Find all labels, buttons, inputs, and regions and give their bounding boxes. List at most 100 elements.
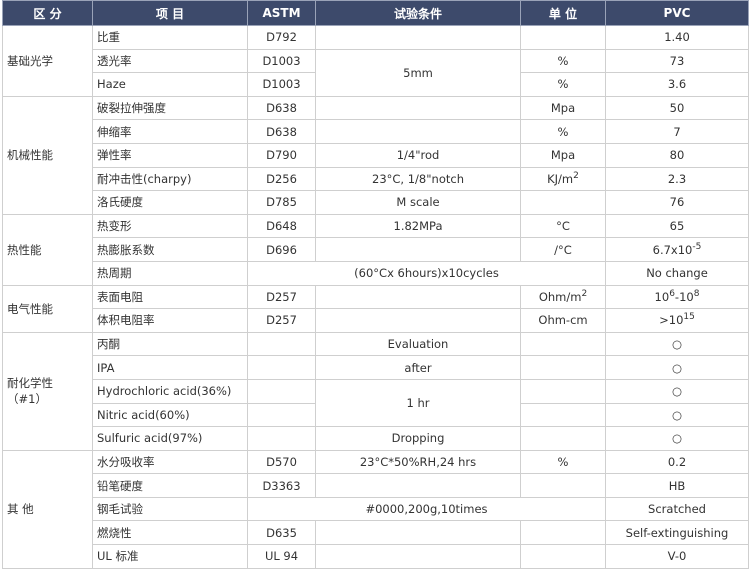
astm-cell: UL 94	[247, 544, 316, 569]
value-cell: 7	[605, 119, 749, 144]
table-row: 耐冲击性(charpy) D256 23°C, 1/8"notch KJ/m2 2.3	[3, 166, 749, 192]
astm-cell: D257	[247, 284, 316, 310]
condition-cell	[315, 544, 521, 569]
superscript: 2	[573, 171, 579, 182]
table-row: 基础光学 比重 D792 1.40	[2, 25, 749, 97]
item-cell: 伸缩率	[92, 119, 248, 144]
value-cell: 2.3	[605, 166, 749, 192]
item-cell: IPA	[92, 355, 248, 380]
unit-cell: °C	[520, 213, 606, 239]
table-row: IPA after ○	[3, 355, 749, 380]
value-cell: Self-extinguishing	[605, 520, 749, 546]
superscript: -5	[692, 241, 702, 252]
header-cell: 区 分	[2, 0, 93, 26]
value-cell: ○	[605, 402, 749, 428]
group-label: 热性能	[7, 242, 42, 257]
condition-cell: 23°C*50%RH,24 hrs	[315, 449, 521, 475]
unit-cell	[520, 190, 606, 215]
group-cell: 热性能	[2, 213, 93, 286]
unit-cell	[520, 355, 606, 380]
header-cell: ASTM	[247, 0, 316, 26]
table-row: Haze D1003% 3.6	[3, 72, 749, 97]
astm-cell: D785	[247, 190, 316, 215]
unit-cell	[520, 520, 606, 546]
astm-cell	[247, 378, 316, 404]
condition-cell	[315, 25, 521, 50]
table-row: UL 标准 UL 94 V-0	[3, 544, 749, 569]
condition-cell	[315, 284, 521, 310]
table-row: 体积电阻率 D257 Ohm-cm >1015	[3, 308, 749, 333]
condition-cell: Dropping	[315, 426, 521, 451]
astm-cell: D256	[247, 166, 316, 192]
header-cell: 试验条件	[315, 0, 521, 26]
item-cell: 体积电阻率	[92, 308, 248, 333]
condition-cell: 1 hr	[315, 378, 521, 428]
condition-cell	[315, 237, 521, 262]
text: 10	[654, 289, 670, 304]
astm-cell: D638	[247, 119, 316, 144]
item-cell: 丙酮	[92, 331, 248, 357]
unit-cell: Ohm-cm	[520, 308, 606, 333]
astm-cell: D570	[247, 449, 316, 475]
table-row: 铅笔硬度 D3363 HB	[3, 473, 749, 498]
superscript: 2	[581, 289, 588, 299]
astm-cell: D1003	[247, 72, 316, 97]
unit-cell: /°C	[520, 237, 606, 262]
value-cell: Scratched	[605, 496, 749, 522]
table-row: 钢毛试验 #0000,200g,10times Scratched	[3, 496, 749, 522]
unit-cell	[520, 25, 606, 50]
header-row: 区 分项 目 ASTM 试验条件单 位 PVC	[2, 0, 749, 26]
table-row: 机械性能 破裂拉伸强度 D638 Mpa 50	[2, 95, 749, 215]
astm-cell	[247, 331, 316, 357]
group-label: 其 他	[7, 502, 34, 517]
astm-cell: D638	[247, 95, 316, 121]
group-label: 耐化学性	[7, 376, 53, 391]
item-cell: 热变形	[92, 213, 248, 239]
condition-cell	[315, 520, 521, 546]
table-row: 透光率 D1003 5mm% 73	[3, 48, 749, 97]
unit-cell	[520, 473, 606, 498]
table-row: Nitric acid(60%) ○	[3, 402, 749, 428]
condition-cell: Evaluation	[315, 331, 521, 357]
table-row: Hydrochloric acid(36%) 1 hr ○	[3, 378, 749, 428]
table-row: 热周期 (60°Cx 6hours)x10cycles No change	[3, 260, 749, 286]
unit-cell	[520, 544, 606, 569]
value-cell: 0.2	[605, 449, 749, 475]
item-cell: 水分吸收率	[92, 449, 248, 475]
superscript: 6	[669, 289, 675, 299]
group-label: 电气性能	[7, 301, 53, 316]
unit-cell	[520, 378, 606, 404]
unit-cell	[520, 331, 606, 357]
unit-cell: Ohm/m2	[520, 284, 606, 310]
value-cell: ○	[605, 355, 749, 380]
item-cell: 比重	[92, 25, 248, 50]
astm-cell	[247, 426, 316, 451]
unit-cell: Mpa	[520, 142, 606, 168]
table-row: 热膨胀系数 D696/°C 6.7x10-5	[3, 237, 749, 262]
astm-cell: D1003	[247, 48, 316, 74]
unit-cell: %	[520, 48, 606, 74]
group-label: 机械性能	[7, 148, 53, 163]
condition-cell: after	[315, 355, 521, 380]
item-cell: 表面电阻	[92, 284, 248, 310]
item-cell: 弹性率	[92, 142, 248, 168]
condition-cell: M scale	[315, 190, 521, 215]
value-cell: 3.6	[605, 72, 749, 97]
item-cell: Sulfuric acid(97%)	[92, 426, 248, 451]
unit-cell	[520, 402, 606, 428]
group-cell: 基础光学	[2, 25, 93, 97]
table-row: 弹性率 D790 1/4"rod Mpa 80	[3, 142, 749, 168]
table-row: 电气性能 表面电阻 D257 Ohm/m2 106-108	[2, 284, 749, 333]
table-body: 基础光学 比重 D792 1.40 透光率 D1003 5mm% 73 Haze D1003% 3.…	[2, 25, 749, 569]
item-cell: 热周期	[92, 260, 248, 286]
item-cell: 耐冲击性(charpy)	[92, 166, 248, 192]
table-row: Sulfuric acid(97%) Dropping ○	[3, 426, 749, 451]
value-cell: ○	[605, 378, 749, 404]
item-cell: Hydrochloric acid(36%)	[92, 378, 248, 404]
item-cell: 破裂拉伸强度	[92, 95, 248, 121]
value-cell: 6.7x10-5	[605, 237, 749, 262]
table-row: 其 他 水分吸收率 D570 23°C*50%RH,24 hrs% 0.2	[2, 449, 749, 569]
header-cell: 项 目	[92, 0, 248, 26]
condition-cell	[315, 473, 521, 498]
